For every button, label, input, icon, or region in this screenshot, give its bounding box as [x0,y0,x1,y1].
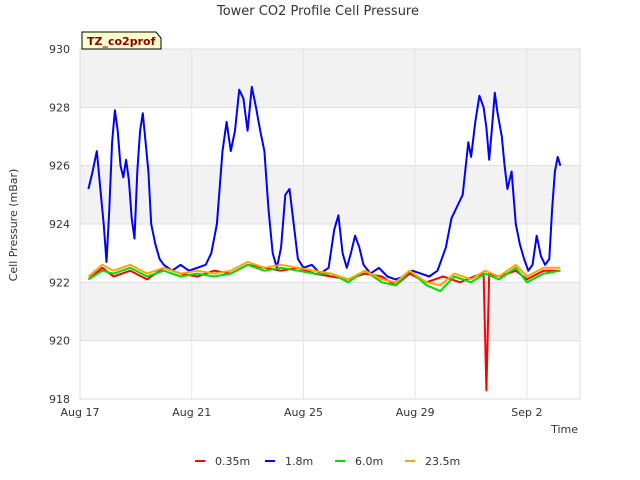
legend-label: 6.0m [355,455,383,468]
y-axis-label: Cell Pressure (mBar) [7,169,20,282]
x-tick-label: Aug 17 [61,406,100,419]
chart-title: Tower CO2 Profile Cell Pressure [216,4,419,19]
plot-band [80,165,580,224]
grid [79,48,581,400]
series-layer [87,85,562,392]
y-tick-label: 922 [49,276,70,289]
x-axis-label: Time [550,423,578,436]
tag-box-shape [81,31,162,50]
y-tick-label: 918 [49,393,70,406]
x-tick-label: Aug 25 [284,406,323,419]
y-tick-label: 926 [49,160,70,173]
legend: 0.35m 1.8m 6.0m 23.5m [195,455,460,468]
tick-labels: 918 920 922 924 926 928 930 Aug 17 Aug 21 Aug 25 A… [49,43,543,419]
plot-band [80,282,580,341]
y-tick-label: 930 [49,43,70,56]
x-tick-label: Aug 21 [172,406,211,419]
tag-label: TZ_co2prof [87,35,156,48]
tag-box: TZ_co2prof [81,31,162,50]
y-tick-label: 924 [49,218,70,231]
legend-label: 1.8m [285,455,313,468]
series-line-23-5m [87,260,561,287]
x-tick-label: Sep 2 [511,406,542,419]
x-tick-label: Aug 29 [396,406,435,419]
series-line-1-8m [87,85,562,281]
plot-band [80,49,580,108]
plot-border [79,48,581,400]
y-tick-label: 928 [49,101,70,114]
legend-label: 23.5m [425,455,460,468]
y-tick-label: 920 [49,335,70,348]
legend-label: 0.35m [215,455,250,468]
